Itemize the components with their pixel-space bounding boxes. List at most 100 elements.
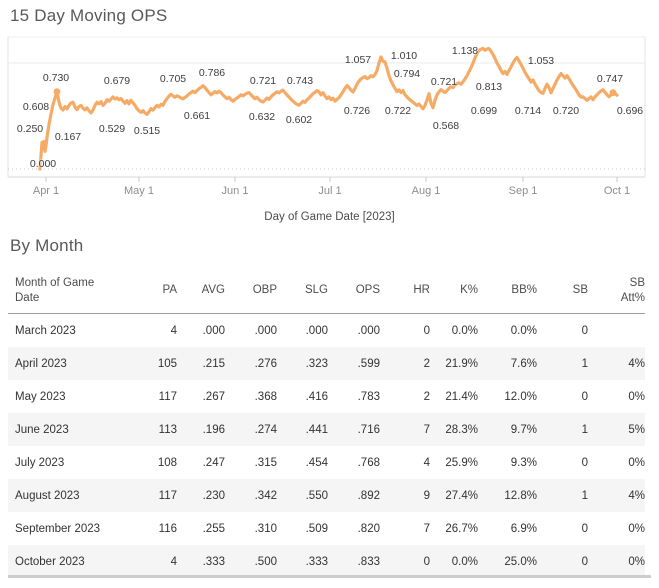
stat-cell: 117: [158, 390, 177, 403]
month-cell: August 2023: [15, 489, 80, 502]
stat-cell: 1: [581, 489, 588, 502]
month-cell: September 2023: [15, 522, 101, 535]
stat-cell: .274: [254, 423, 277, 436]
stat-cell: 28.3%: [445, 423, 478, 436]
line-marker-dot: [609, 89, 617, 97]
mark-label: 0.722: [384, 105, 412, 117]
mark-label: 0.632: [248, 111, 276, 123]
stat-cell: .342: [254, 489, 277, 502]
stat-cell: 1: [581, 423, 588, 436]
column-header[interactable]: PA: [162, 284, 178, 296]
mark-label: 0.705: [159, 73, 187, 85]
column-header[interactable]: SLG: [304, 284, 328, 296]
chart-title: 15 Day Moving OPS: [10, 6, 168, 25]
stat-cell: .310: [254, 522, 277, 535]
mark-label: 1.138: [451, 45, 479, 57]
stat-cell: 0.0%: [451, 555, 478, 568]
x-axis-tick-label: Jul 1: [318, 185, 342, 197]
table-row[interactable]: April 2023 105 .215 .276 .323 .599 2 21.9% 7.6% 1…: [8, 347, 645, 380]
column-header[interactable]: SB Att%: [620, 276, 645, 304]
column-header[interactable]: HR: [413, 284, 430, 296]
month-cell: May 2023: [15, 390, 66, 403]
stat-cell: 9.3%: [510, 456, 537, 469]
table-row[interactable]: March 2023 4 .000 .000 .000 .000 0 0.0% 0.0% 0: [8, 314, 645, 347]
stat-cell: .500: [254, 555, 277, 568]
table-header-row: Month of Game Date PA AVG OBP SLG OPS HR K% BB% S…: [8, 268, 645, 314]
x-axis-tick-label: Jun 1: [221, 185, 249, 197]
table-row[interactable]: August 2023 117 .230 .342 .550 .892 9 27.4% 12.8…: [8, 479, 645, 512]
stat-cell: .000: [254, 324, 277, 337]
table-row[interactable]: October 2023 4 .333 .500 .333 .833 0 0.0% 25.0% 0…: [8, 545, 645, 578]
stat-cell: 21.4%: [445, 390, 478, 403]
table-title: By Month: [10, 236, 84, 255]
column-header[interactable]: OPS: [355, 284, 380, 296]
stat-cell: 27.4%: [445, 489, 478, 502]
stat-cell: 0.0%: [451, 324, 478, 337]
column-header[interactable]: Month of Game Date: [15, 276, 95, 304]
stat-cell: 7: [423, 522, 430, 535]
stat-cell: 0: [423, 324, 430, 337]
stat-cell: .000: [202, 324, 225, 337]
stat-cell: 1: [581, 357, 588, 370]
mark-label: 0.813: [475, 81, 503, 93]
stat-cell: .276: [254, 357, 277, 370]
stat-cell: 2: [423, 357, 430, 370]
stat-cell: 0: [581, 324, 588, 337]
stat-cell: 0%: [628, 456, 645, 469]
month-cell: June 2023: [15, 423, 69, 436]
mark-label: 0.696: [616, 105, 644, 117]
stat-cell: 4: [423, 456, 430, 469]
column-header[interactable]: OBP: [252, 284, 277, 296]
month-cell: March 2023: [15, 324, 76, 337]
stat-cell: 0: [423, 555, 430, 568]
table-bottom-scrollbar[interactable]: [8, 575, 651, 578]
stat-cell: .416: [305, 390, 328, 403]
stat-cell: .215: [202, 357, 225, 370]
stat-cell: 0: [581, 390, 588, 403]
column-header[interactable]: SB: [572, 284, 588, 296]
x-axis-tick-label: May 1: [124, 185, 154, 197]
mark-label: 0.661: [183, 110, 211, 122]
stat-cell: 5%: [628, 423, 645, 436]
table-row[interactable]: June 2023 113 .196 .274 .441 .716 7 28.3% 9.7% 1 5…: [8, 413, 645, 446]
stat-cell: 6.9%: [510, 522, 537, 535]
by-month-table[interactable]: Month of Game Date PA AVG OBP SLG OPS HR K% BB% S…: [8, 268, 651, 578]
moving-ops-line-chart[interactable]: [0, 0, 659, 235]
mark-label: 1.010: [390, 50, 418, 62]
stat-cell: .247: [202, 456, 225, 469]
month-cell: April 2023: [15, 357, 67, 370]
table-row[interactable]: July 2023 108 .247 .315 .454 .768 4 25.9% 9.3% 0 0…: [8, 446, 645, 479]
mark-label: 1.053: [527, 55, 555, 67]
stat-cell: .441: [305, 423, 328, 436]
stat-cell: .599: [357, 357, 380, 370]
mark-label: 0.515: [133, 125, 161, 137]
x-axis-title: Day of Game Date [2023]: [264, 211, 395, 223]
stat-cell: 0%: [628, 390, 645, 403]
mark-label: 0.786: [198, 67, 226, 79]
mark-label: 0.679: [103, 75, 131, 87]
table-row[interactable]: May 2023 117 .267 .368 .416 .783 2 21.4% 12.0% 0 0…: [8, 380, 645, 413]
stat-cell: .333: [202, 555, 225, 568]
x-axis-tick-label: Aug 1: [411, 185, 441, 197]
stat-cell: 4%: [628, 357, 645, 370]
mark-label: 1.057: [344, 54, 372, 66]
stat-cell: .716: [357, 423, 380, 436]
column-header[interactable]: K%: [460, 284, 478, 296]
mark-label: 0.608: [22, 101, 50, 113]
month-cell: July 2023: [15, 456, 65, 469]
stat-cell: 4%: [628, 489, 645, 502]
stat-cell: 9: [423, 489, 430, 502]
table-row[interactable]: September 2023 116 .255 .310 .509 .820 7 26.7% 6…: [8, 512, 645, 545]
column-header[interactable]: AVG: [201, 284, 225, 296]
stat-cell: 0%: [628, 555, 645, 568]
stat-cell: 25.9%: [445, 456, 478, 469]
column-header[interactable]: BB%: [511, 284, 537, 296]
mark-label: 0.721: [430, 76, 458, 88]
stat-cell: 25.0%: [504, 555, 537, 568]
stat-cell: 0.0%: [510, 324, 537, 337]
stat-cell: 21.9%: [445, 357, 478, 370]
stat-cell: 108: [157, 456, 177, 469]
mark-label: 0.699: [470, 105, 498, 117]
stat-cell: 0: [581, 555, 588, 568]
stat-cell: 26.7%: [445, 522, 478, 535]
